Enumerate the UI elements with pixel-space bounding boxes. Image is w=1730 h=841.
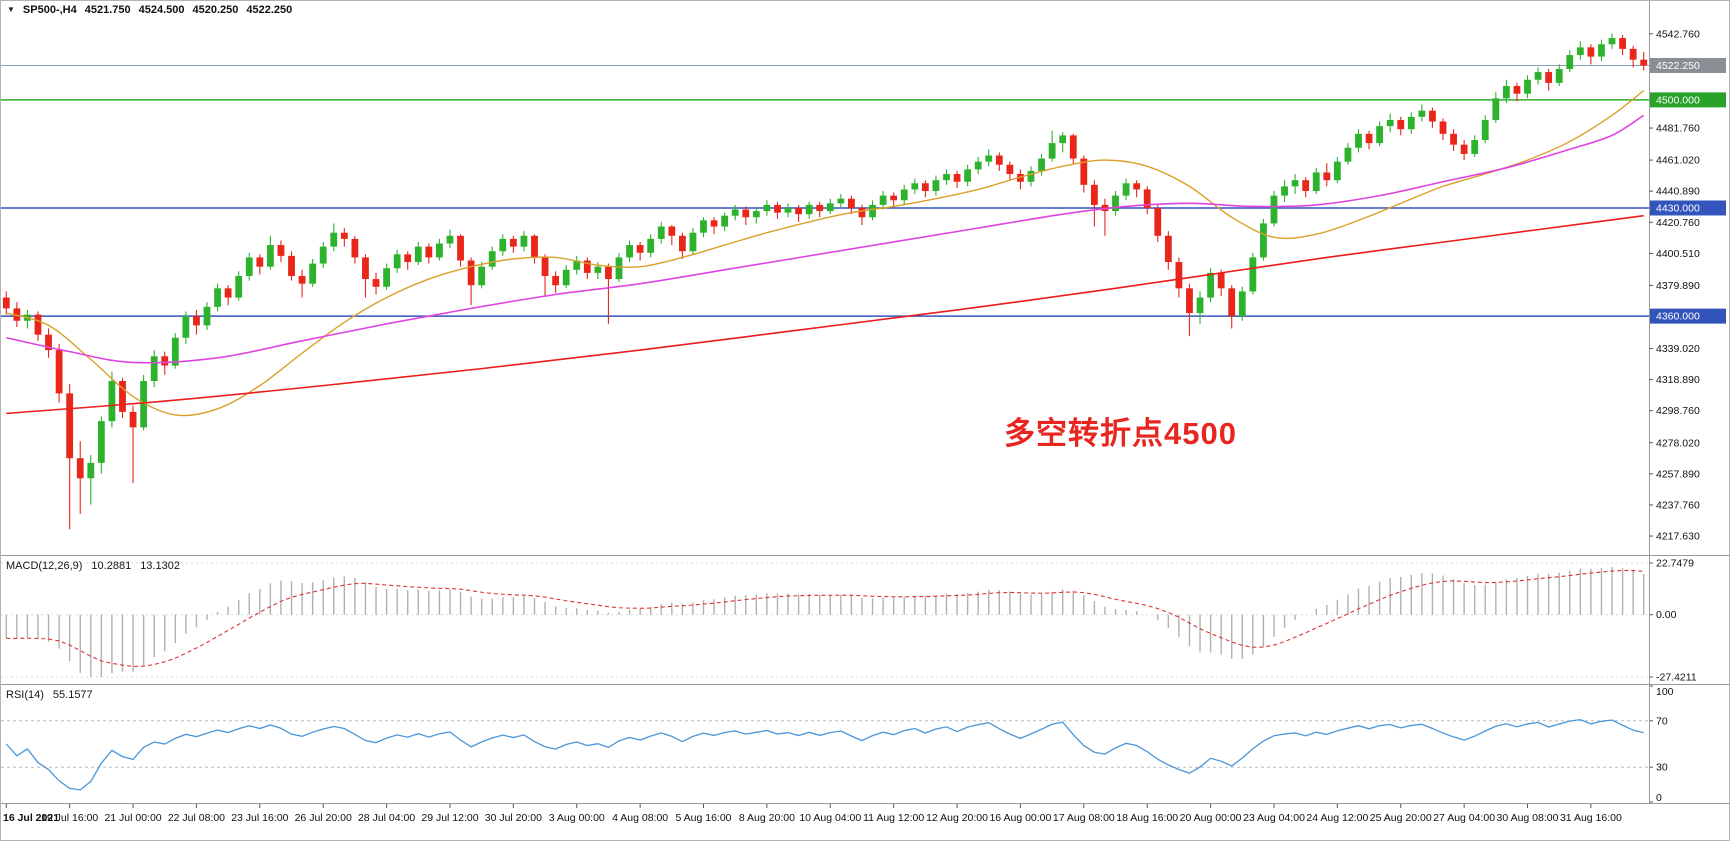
moving-average-lines xyxy=(6,90,1645,417)
svg-text:4 Aug 08:00: 4 Aug 08:00 xyxy=(612,812,668,824)
svg-text:4430.000: 4430.000 xyxy=(1656,202,1700,214)
pane-separators[interactable] xyxy=(1,1,1730,804)
svg-text:16 Aug 00:00: 16 Aug 00:00 xyxy=(989,812,1051,824)
svg-text:21 Jul 00:00: 21 Jul 00:00 xyxy=(104,812,161,824)
svg-text:26 Jul 20:00: 26 Jul 20:00 xyxy=(295,812,352,824)
svg-text:-27.4211: -27.4211 xyxy=(1656,672,1697,684)
rsi-title: RSI(14) xyxy=(6,689,44,701)
svg-text:3 Aug 00:00: 3 Aug 00:00 xyxy=(549,812,605,824)
svg-text:30 Aug 08:00: 30 Aug 08:00 xyxy=(1497,812,1559,824)
svg-text:22.7479: 22.7479 xyxy=(1656,558,1694,570)
svg-text:4339.020: 4339.020 xyxy=(1656,343,1700,355)
svg-text:0: 0 xyxy=(1656,792,1662,804)
macd-pane: 22.7479 0.00 -27.4211 xyxy=(1,558,1697,684)
svg-text:4237.760: 4237.760 xyxy=(1656,499,1700,511)
svg-text:20 Aug 00:00: 20 Aug 00:00 xyxy=(1180,812,1242,824)
svg-text:30: 30 xyxy=(1656,762,1668,774)
rsi-indicator-label: RSI(14) 55.1577 xyxy=(6,689,93,701)
symbol-timeframe-label: SP500-,H4 xyxy=(22,4,77,16)
svg-text:19 Jul 16:00: 19 Jul 16:00 xyxy=(41,812,98,824)
svg-text:5 Aug 16:00: 5 Aug 16:00 xyxy=(675,812,731,824)
svg-text:22 Jul 08:00: 22 Jul 08:00 xyxy=(168,812,225,824)
macd-title: MACD(12,26,9) xyxy=(6,560,83,572)
svg-text:17 Aug 08:00: 17 Aug 08:00 xyxy=(1053,812,1115,824)
svg-text:23 Aug 04:00: 23 Aug 04:00 xyxy=(1243,812,1305,824)
svg-text:4500.000: 4500.000 xyxy=(1656,94,1700,106)
bar-open-value: 4521.750 xyxy=(84,4,131,16)
ma-slow-red xyxy=(6,214,1644,415)
svg-text:23 Jul 16:00: 23 Jul 16:00 xyxy=(231,812,288,824)
rsi-value: 55.1577 xyxy=(52,689,93,701)
svg-text:0.00: 0.00 xyxy=(1656,609,1677,621)
candlestick-series xyxy=(2,33,1648,530)
macd-indicator-label: MACD(12,26,9) 10.2881 13.1302 xyxy=(6,560,180,572)
rsi-pane: 100 70 30 0 xyxy=(1,685,1674,804)
svg-text:4278.020: 4278.020 xyxy=(1656,437,1700,449)
svg-text:4542.760: 4542.760 xyxy=(1656,28,1700,40)
svg-text:4360.000: 4360.000 xyxy=(1656,311,1700,323)
svg-text:24 Aug 12:00: 24 Aug 12:00 xyxy=(1306,812,1368,824)
svg-text:4481.760: 4481.760 xyxy=(1656,123,1700,135)
price-tag-4360.000 xyxy=(1650,308,1726,324)
svg-text:8 Aug 20:00: 8 Aug 20:00 xyxy=(739,812,795,824)
price-axis[interactable]: 4542.760 4481.760 4461.020 4440.890 4420.760… xyxy=(1649,28,1726,543)
svg-text:4522.250: 4522.250 xyxy=(1656,60,1700,72)
svg-text:12 Aug 20:00: 12 Aug 20:00 xyxy=(926,812,988,824)
svg-text:18 Aug 16:00: 18 Aug 16:00 xyxy=(1116,812,1178,824)
svg-text:16 Jul 2021: 16 Jul 2021 xyxy=(3,812,59,824)
symbol-info-line: ▼ SP500-,H4 4521.750 4524.500 4520.250 4… xyxy=(7,4,292,16)
svg-text:11 Aug 12:00: 11 Aug 12:00 xyxy=(863,812,924,824)
svg-text:10 Aug 04:00: 10 Aug 04:00 xyxy=(799,812,861,824)
price-tag-4522.250 xyxy=(1650,57,1726,73)
ma-mid-magenta xyxy=(6,114,1645,364)
price-tag-4430.000 xyxy=(1650,200,1726,216)
bar-close-value: 4522.250 xyxy=(246,4,293,16)
svg-text:28 Jul 04:00: 28 Jul 04:00 xyxy=(358,812,415,824)
svg-text:100: 100 xyxy=(1656,686,1674,698)
svg-text:4440.890: 4440.890 xyxy=(1656,186,1700,198)
svg-text:29 Jul 12:00: 29 Jul 12:00 xyxy=(421,812,478,824)
price-tag-4500.000 xyxy=(1650,92,1726,108)
horizontal-price-lines[interactable] xyxy=(1,64,1649,317)
svg-text:4318.890: 4318.890 xyxy=(1656,374,1700,386)
svg-text:70: 70 xyxy=(1656,715,1668,727)
svg-text:4217.630: 4217.630 xyxy=(1656,531,1700,543)
macd-signal-value: 13.1302 xyxy=(140,560,180,572)
svg-text:4298.760: 4298.760 xyxy=(1656,405,1700,417)
svg-text:30 Jul 20:00: 30 Jul 20:00 xyxy=(485,812,542,824)
macd-main-value: 10.2881 xyxy=(91,560,132,572)
svg-text:4420.760: 4420.760 xyxy=(1656,217,1700,229)
svg-text:4461.020: 4461.020 xyxy=(1656,155,1700,167)
one-click-trading-toggle-icon[interactable]: ▼ xyxy=(7,5,15,14)
bar-low-value: 4520.250 xyxy=(192,4,239,16)
svg-text:25 Aug 20:00: 25 Aug 20:00 xyxy=(1370,812,1432,824)
svg-text:27 Aug 04:00: 27 Aug 04:00 xyxy=(1433,812,1495,824)
svg-text:4400.510: 4400.510 xyxy=(1656,248,1700,260)
svg-text:4257.890: 4257.890 xyxy=(1656,468,1700,480)
chart-annotation-text[interactable]: 多空转折点4500 xyxy=(1004,416,1237,451)
bar-high-value: 4524.500 xyxy=(138,4,185,16)
svg-text:31 Aug 16:00: 31 Aug 16:00 xyxy=(1560,812,1622,824)
svg-text:4379.890: 4379.890 xyxy=(1656,280,1700,292)
ma-fast-orange xyxy=(6,90,1645,417)
